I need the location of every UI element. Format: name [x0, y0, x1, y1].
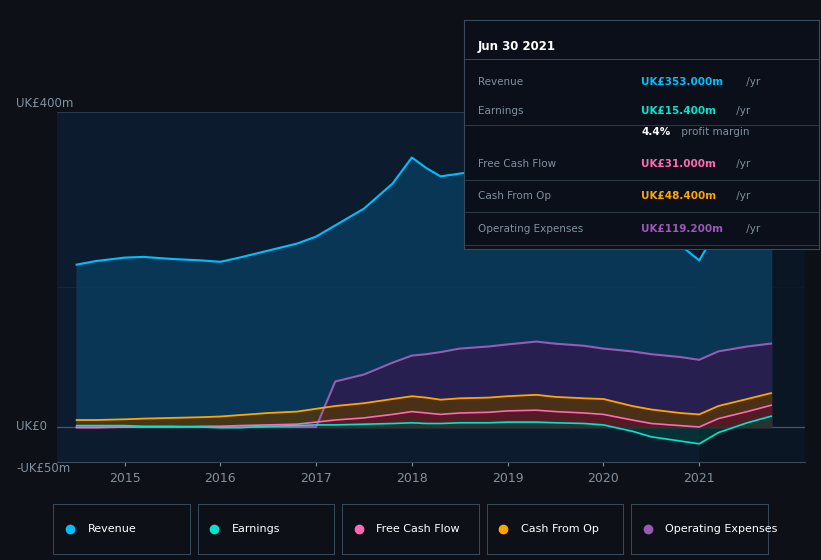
Bar	[699, 112, 805, 462]
Text: UK£0: UK£0	[16, 421, 48, 433]
Text: Free Cash Flow: Free Cash Flow	[376, 524, 460, 534]
Text: Jun 30 2021: Jun 30 2021	[478, 40, 556, 53]
Text: /yr: /yr	[743, 77, 760, 87]
Text: 4.4%: 4.4%	[641, 127, 671, 137]
Text: Revenue: Revenue	[88, 524, 136, 534]
Text: UK£353.000m: UK£353.000m	[641, 77, 723, 87]
Text: UK£48.400m: UK£48.400m	[641, 192, 717, 202]
Text: Cash From Op: Cash From Op	[478, 192, 551, 202]
Text: UK£400m: UK£400m	[16, 97, 74, 110]
Text: /yr: /yr	[743, 223, 760, 234]
Text: UK£31.000m: UK£31.000m	[641, 159, 716, 169]
Text: Cash From Op: Cash From Op	[521, 524, 599, 534]
Text: Operating Expenses: Operating Expenses	[478, 223, 583, 234]
Text: Earnings: Earnings	[478, 106, 524, 116]
Text: UK£15.400m: UK£15.400m	[641, 106, 716, 116]
Text: Earnings: Earnings	[232, 524, 281, 534]
Text: UK£119.200m: UK£119.200m	[641, 223, 723, 234]
Text: -UK£50m: -UK£50m	[16, 462, 71, 475]
Text: /yr: /yr	[733, 106, 750, 116]
Text: /yr: /yr	[733, 159, 750, 169]
Text: Revenue: Revenue	[478, 77, 523, 87]
Text: /yr: /yr	[733, 192, 750, 202]
Text: Operating Expenses: Operating Expenses	[665, 524, 777, 534]
Text: profit margin: profit margin	[678, 127, 750, 137]
Text: Free Cash Flow: Free Cash Flow	[478, 159, 556, 169]
